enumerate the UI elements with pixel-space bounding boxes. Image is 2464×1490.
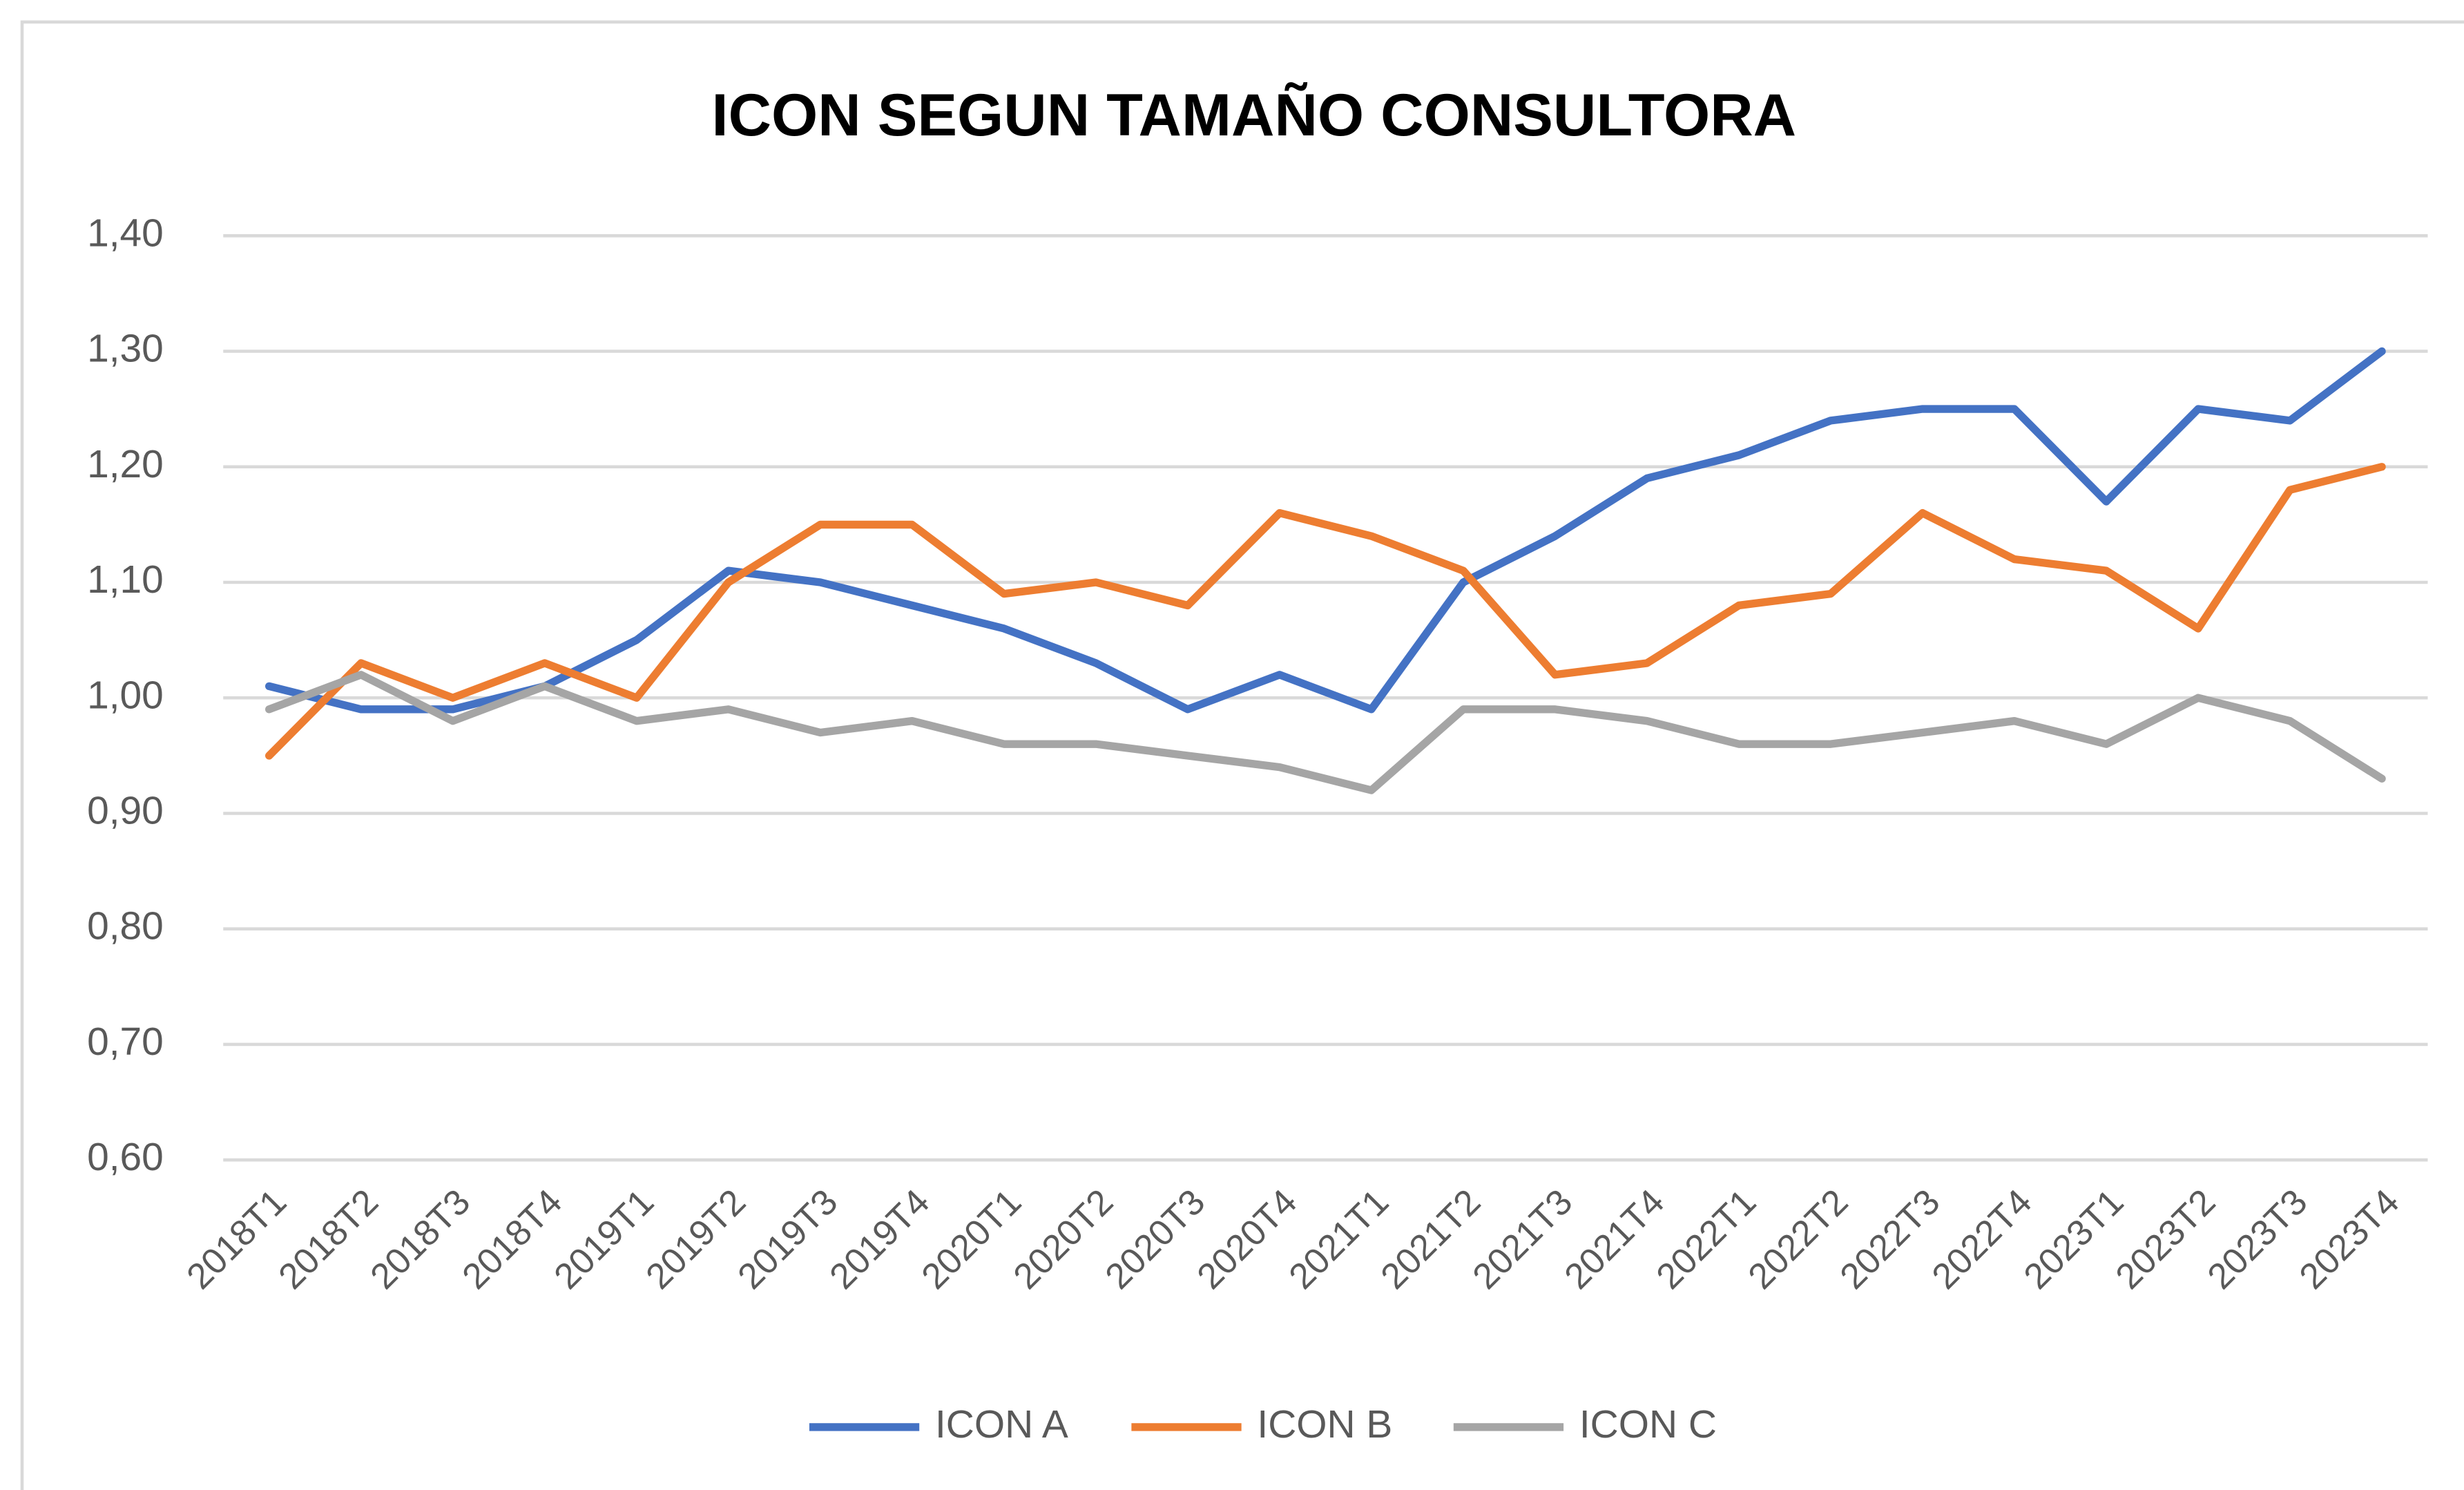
- y-tick-label: 1,20: [87, 443, 164, 486]
- series-line: [264, 671, 2386, 794]
- y-tick-label: 0,80: [87, 905, 164, 948]
- legend-label: ICON C: [1579, 1403, 1717, 1446]
- series-line: [264, 463, 2386, 760]
- y-tick-label: 0,90: [87, 790, 164, 833]
- y-tick-label: 1,00: [87, 674, 164, 717]
- y-tick-label: 1,30: [87, 327, 164, 371]
- y-tick-label: 0,70: [87, 1020, 164, 1064]
- y-tick-label: 1,10: [87, 558, 164, 602]
- y-tick-label: 1,40: [87, 211, 164, 255]
- legend-label: ICON B: [1257, 1403, 1392, 1446]
- chart-frame: [20, 20, 2464, 1490]
- y-tick-label: 0,60: [87, 1136, 164, 1179]
- legend-label: ICON A: [935, 1403, 1068, 1446]
- series-line: [264, 347, 2386, 714]
- chart-title: ICON SEGUN TAMAÑO CONSULTORA: [712, 82, 1797, 149]
